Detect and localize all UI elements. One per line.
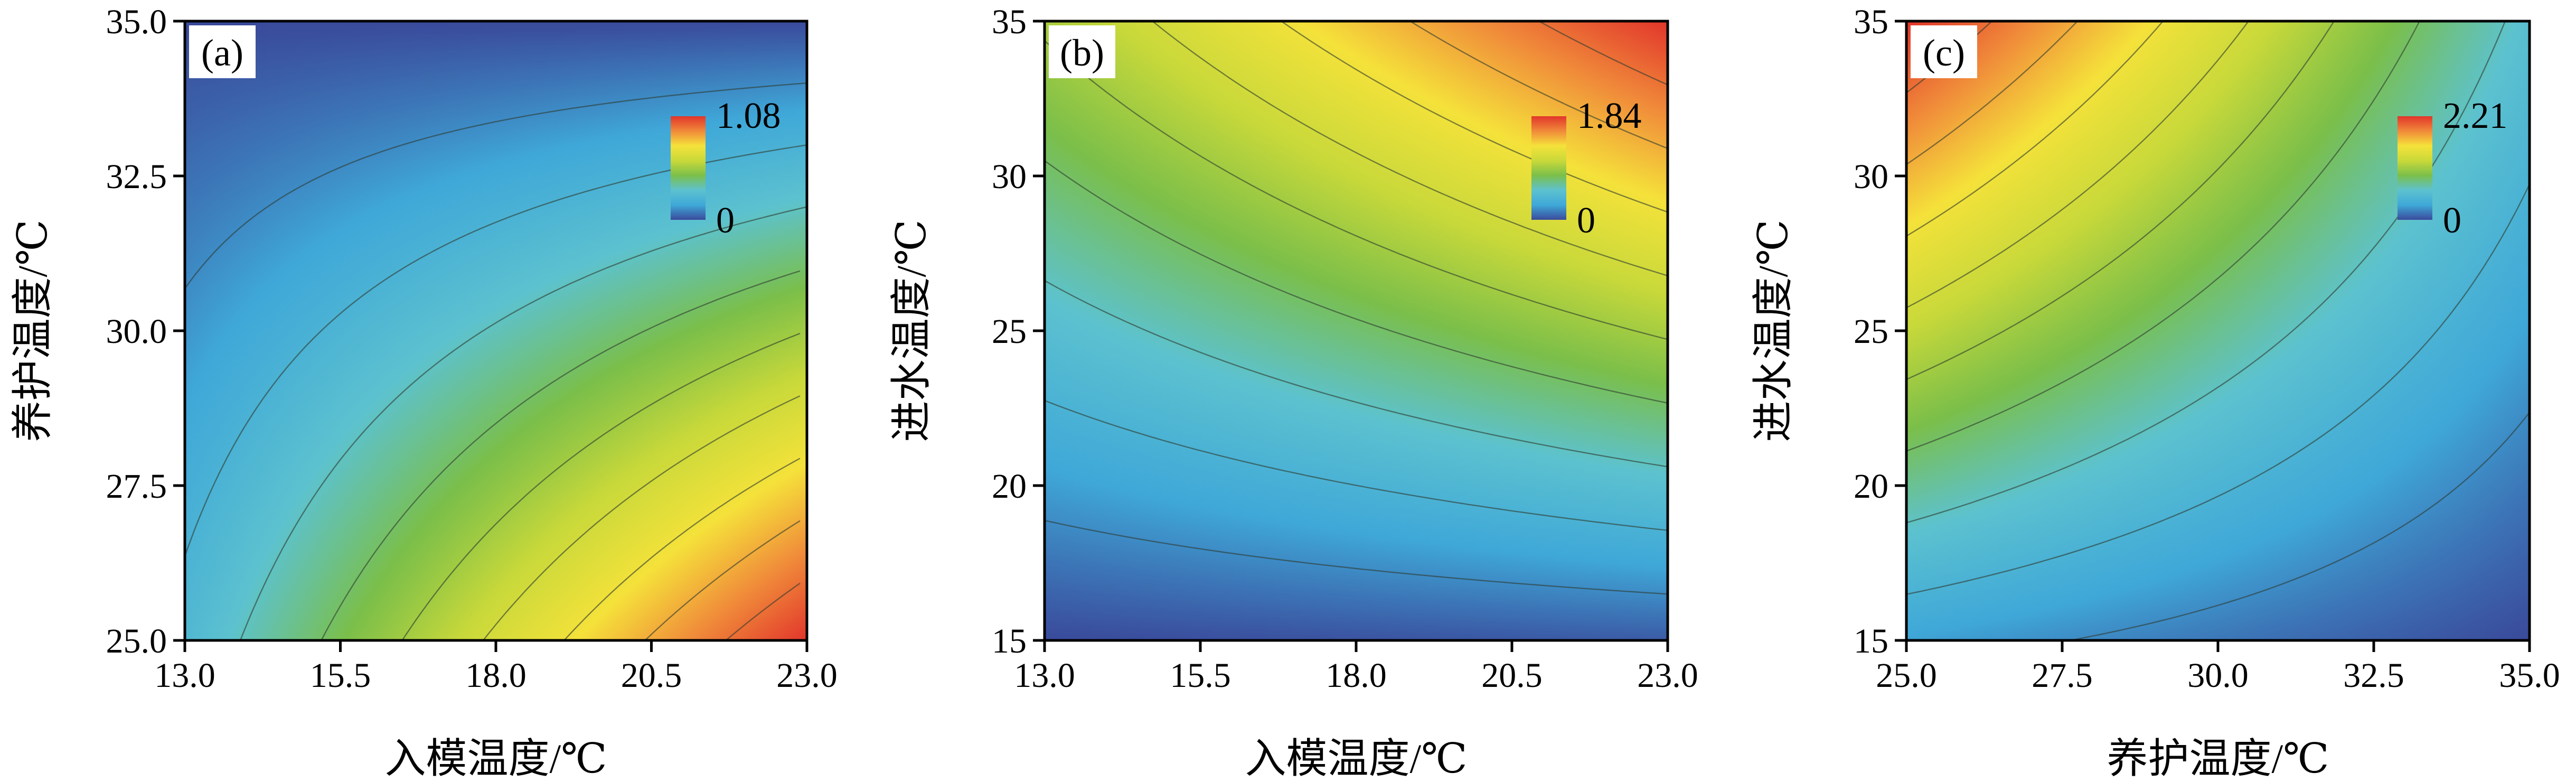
panel-tag-box [1049, 25, 1115, 78]
colorbar [2398, 116, 2432, 220]
x-tick-label: 13.0 [1014, 656, 1075, 695]
contour-line [1906, 21, 2335, 380]
panel-tag: (c) [1923, 32, 1965, 74]
contour-line [1281, 21, 1668, 213]
colorbar-max-label: 1.08 [716, 96, 781, 136]
contour-line [1045, 280, 1668, 468]
x-axis-title: 入模温度/℃ [385, 736, 607, 781]
contour-line [1906, 21, 2249, 309]
y-axis-title: 养护温度/℃ [10, 220, 55, 442]
colorbar-min-label: 0 [2443, 200, 2461, 241]
x-tick-label: 25.0 [1876, 656, 1937, 695]
contour-line [563, 458, 801, 640]
panel-tag-box [1911, 25, 1977, 78]
contour-line [185, 144, 807, 556]
y-tick-label: 30 [992, 157, 1027, 196]
y-tick-label: 25 [1854, 312, 1888, 351]
heatmap-surface [1045, 21, 1668, 640]
x-axis-title: 入模温度/℃ [1245, 736, 1468, 781]
contour-line [1045, 399, 1668, 531]
contour-line [321, 270, 801, 640]
y-tick-label: 30.0 [106, 312, 167, 351]
y-tick-label: 20 [992, 467, 1027, 506]
x-tick-label: 35.0 [2499, 656, 2560, 695]
colorbar [1531, 116, 1566, 220]
contour-line [1906, 21, 2420, 452]
contour-line [1045, 160, 1668, 404]
y-tick-label: 35 [992, 3, 1027, 41]
colorbar-min-label: 0 [716, 200, 735, 241]
x-tick-label: 23.0 [1637, 656, 1698, 695]
contour-line [725, 582, 801, 640]
contour-line [185, 82, 807, 289]
panel-tag: (b) [1060, 32, 1104, 74]
x-tick-label: 18.0 [465, 656, 527, 695]
x-tick-label: 20.5 [621, 656, 682, 695]
contour-line [644, 520, 801, 640]
colorbar [671, 116, 706, 220]
x-tick-label: 15.5 [310, 656, 371, 695]
heatmap-image [185, 21, 807, 640]
x-tick-label: 30.0 [2187, 656, 2249, 695]
x-tick-label: 13.0 [154, 656, 215, 695]
x-axis-title: 养护温度/℃ [2107, 736, 2329, 781]
y-tick-label: 35.0 [106, 3, 167, 41]
chart-panel-b: 13.0 15.5 18.0 20.5 23.0 15 20 25 30 35 入模温度/℃ 进… [888, 3, 1698, 781]
heatmap-image [1045, 21, 1668, 640]
y-axis-title: 进水温度/℃ [1750, 220, 1796, 442]
heatmap-surface [185, 21, 807, 640]
y-tick-label: 20 [1854, 467, 1888, 506]
y-axis-ticks: 15 20 25 30 35 [1854, 3, 1906, 660]
chart-panel-a: 13.0 15.5 18.0 20.5 23.0 25.0 27.5 30.0 32.5 35.… [10, 3, 838, 781]
contour-lines [185, 82, 807, 640]
x-tick-label: 32.5 [2343, 656, 2404, 695]
y-tick-label: 25 [992, 312, 1027, 351]
y-tick-label: 32.5 [106, 157, 167, 196]
y-axis-ticks: 25.0 27.5 30.0 32.5 35.0 [106, 3, 185, 660]
chart-panel-c: 25.0 27.5 30.0 32.5 35.0 15 20 25 30 35 养护温度/℃ 进… [1750, 3, 2560, 781]
heatmap-surface [1906, 21, 2530, 640]
y-tick-label: 27.5 [106, 467, 167, 506]
y-tick-label: 15 [992, 622, 1027, 660]
x-tick-label: 23.0 [776, 656, 838, 695]
x-tick-label: 18.0 [1325, 656, 1387, 695]
x-axis-ticks: 13.0 15.5 18.0 20.5 23.0 [154, 640, 838, 695]
contour-line [1906, 21, 2078, 165]
y-tick-label: 15 [1854, 622, 1888, 660]
colorbar-max-label: 2.21 [2443, 96, 2508, 136]
x-tick-label: 15.5 [1170, 656, 1231, 695]
contour-line [1906, 21, 2164, 237]
contour-line [482, 395, 801, 640]
y-tick-label: 35 [1854, 3, 1888, 41]
colorbar-min-label: 0 [1577, 200, 1595, 241]
x-tick-label: 27.5 [2032, 656, 2093, 695]
contour-line [1045, 519, 1668, 595]
contour-line [239, 206, 807, 640]
x-axis-ticks: 13.0 15.5 18.0 20.5 23.0 [1014, 640, 1698, 695]
y-tick-label: 30 [1854, 157, 1888, 196]
panel-tag-box [189, 25, 256, 78]
contour-line [401, 332, 801, 640]
y-axis-title: 进水温度/℃ [888, 220, 934, 442]
x-tick-label: 20.5 [1481, 656, 1543, 695]
panel-tag: (a) [201, 32, 243, 74]
y-axis-ticks: 15 20 25 30 35 [992, 3, 1045, 660]
y-tick-label: 25.0 [106, 622, 167, 660]
x-axis-ticks: 25.0 27.5 30.0 32.5 35.0 [1876, 640, 2560, 695]
colorbar-max-label: 1.84 [1577, 96, 1642, 136]
